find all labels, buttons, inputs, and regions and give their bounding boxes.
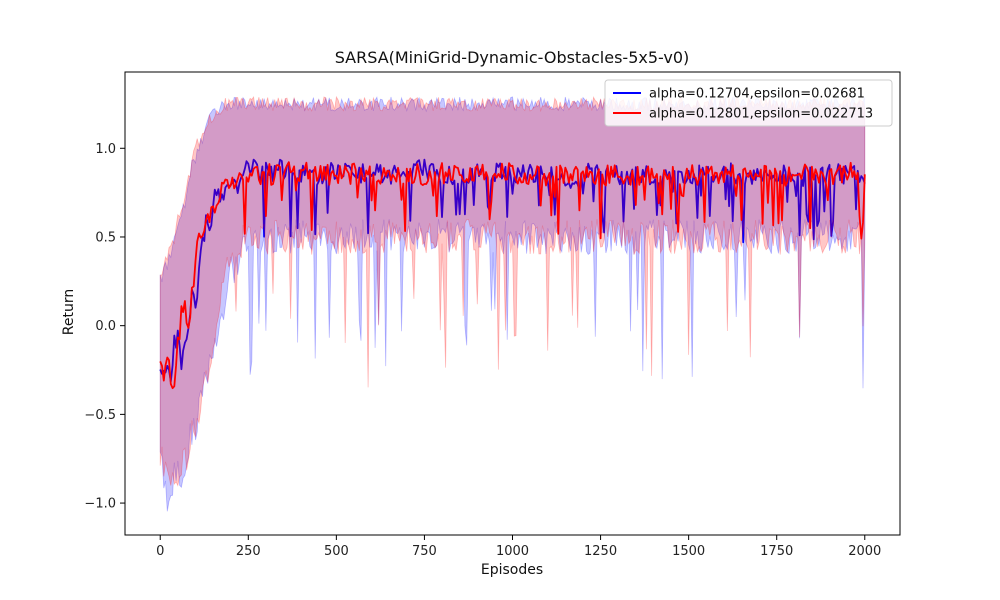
- x-tick-label: 1500: [672, 544, 705, 559]
- legend: alpha=0.12704,epsilon=0.02681 alpha=0.128…: [604, 79, 893, 127]
- legend-label-series-2: alpha=0.12801,epsilon=0.022713: [649, 107, 873, 122]
- chart-title: SARSA(MiniGrid-Dynamic-Obstacles-5x5-v0): [335, 48, 690, 67]
- x-tick-label: 2000: [848, 544, 881, 559]
- y-tick-label: 0.5: [95, 230, 116, 245]
- x-tick-label: 1250: [584, 544, 617, 559]
- y-tick-label: 0.0: [95, 319, 116, 334]
- series-2-line: [159, 161, 866, 390]
- y-tick-label: −1.0: [84, 497, 116, 512]
- y-tick-label: −0.5: [84, 408, 116, 423]
- x-tick-label: 1000: [496, 544, 529, 559]
- series-1-confidence-band: [159, 96, 866, 512]
- series-1-line: [159, 158, 866, 383]
- x-tick-label: 1750: [760, 544, 793, 559]
- plot-area: [159, 95, 866, 512]
- x-tick-label: 500: [324, 544, 349, 559]
- legend-label-series-1: alpha=0.12704,epsilon=0.02681: [649, 87, 865, 102]
- x-tick-label: 0: [156, 544, 164, 559]
- y-axis-label: Return: [61, 289, 77, 335]
- x-tick-label: 750: [412, 544, 437, 559]
- x-axis-label: Episodes: [481, 562, 543, 578]
- series-2-confidence-band: [159, 95, 866, 487]
- y-tick-label: 1.0: [95, 142, 116, 157]
- x-tick-label: 250: [236, 544, 261, 559]
- legend-box: [604, 79, 893, 127]
- axes: 0 250 500 750 1000 1250 1500 1750 2000 −1.0 −0.5 0.…: [84, 71, 901, 559]
